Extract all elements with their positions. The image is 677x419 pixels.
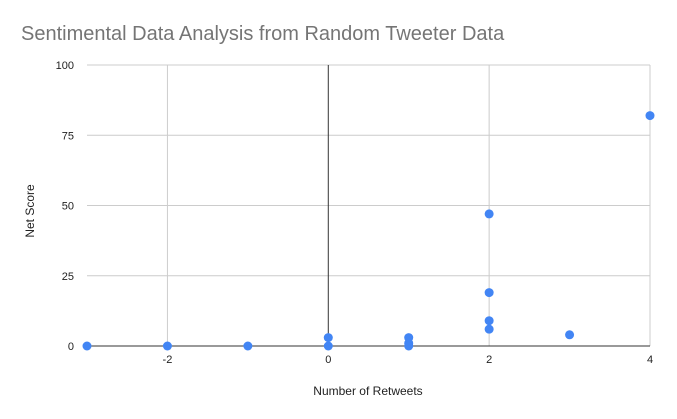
y-tick-label: 100 [56,60,74,72]
data-point [484,316,494,326]
data-point [565,330,575,340]
data-point [404,341,414,351]
y-tick-label: 75 [62,130,74,142]
data-points [82,111,655,351]
data-point [162,341,172,351]
y-tick-label: 25 [62,271,74,283]
data-point [243,341,253,351]
y-tick-label: 50 [62,201,74,213]
data-point [484,209,494,219]
tick-labels: 0 25 50 75 100 -2 0 2 4 [56,60,653,366]
data-point [323,341,333,351]
x-tick-label: 0 [325,354,331,366]
data-point [645,111,655,121]
x-tick-label: 2 [486,354,492,366]
chart-title: Sentimental Data Analysis from Random Tw… [21,23,505,45]
x-axis-title: Number of Retweets [313,384,422,398]
x-tick-label: -2 [163,354,173,366]
grid-lines [87,64,651,347]
y-axis-title: Net Score [23,184,37,238]
data-point [484,324,494,334]
data-point [323,333,333,343]
data-point [484,288,494,298]
y-tick-label: 0 [68,341,74,353]
axes [87,65,650,347]
data-point [82,341,92,351]
x-tick-label: 4 [647,354,653,366]
